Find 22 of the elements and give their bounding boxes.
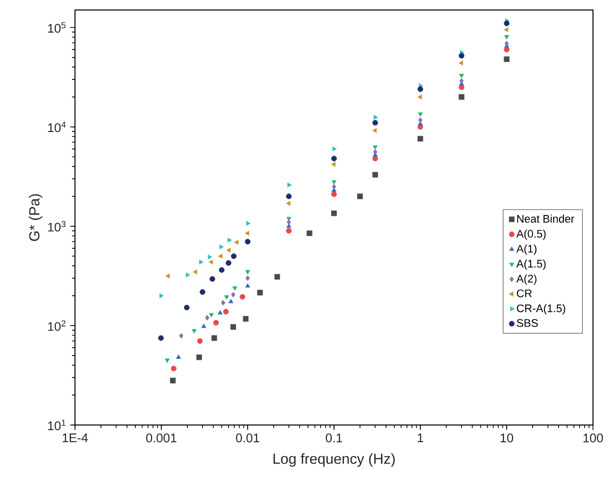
y-axis-title: G* (Pa) <box>28 194 42 241</box>
legend-label: Neat Binder <box>517 214 574 223</box>
legend-label: A(0.5) <box>516 230 546 240</box>
x-tick-label: 0.1 <box>326 434 342 442</box>
legend-label: A(2) <box>516 274 536 285</box>
y-tick-label: 10$^{2}$ <box>48 320 66 331</box>
legend-label: CR-A(1.5) <box>516 304 566 314</box>
y-tick-label: 10$^{3}$ <box>48 220 66 232</box>
x-tick-label: 0.001 <box>146 434 176 442</box>
legend-label: CR <box>516 289 532 298</box>
x-tick-label: 1E-4 <box>62 434 88 442</box>
legend-label: A(1) <box>516 244 536 255</box>
y-tick-label: 10$^{5}$ <box>48 22 66 33</box>
x-tick-label: 100 <box>584 434 603 442</box>
legend-label: A(1.5) <box>516 260 546 270</box>
y-tick-label: 10$^{1}$ <box>48 420 66 430</box>
x-tick-label: 10 <box>500 434 514 442</box>
x-tick-label: 0.01 <box>236 434 260 442</box>
y-tick-label: 10$^{4}$ <box>48 122 66 132</box>
legend-label: SBS <box>516 319 538 327</box>
x-axis-title: Log frequency (Hz) <box>274 453 395 467</box>
x-tick-label: 1 <box>418 434 424 442</box>
